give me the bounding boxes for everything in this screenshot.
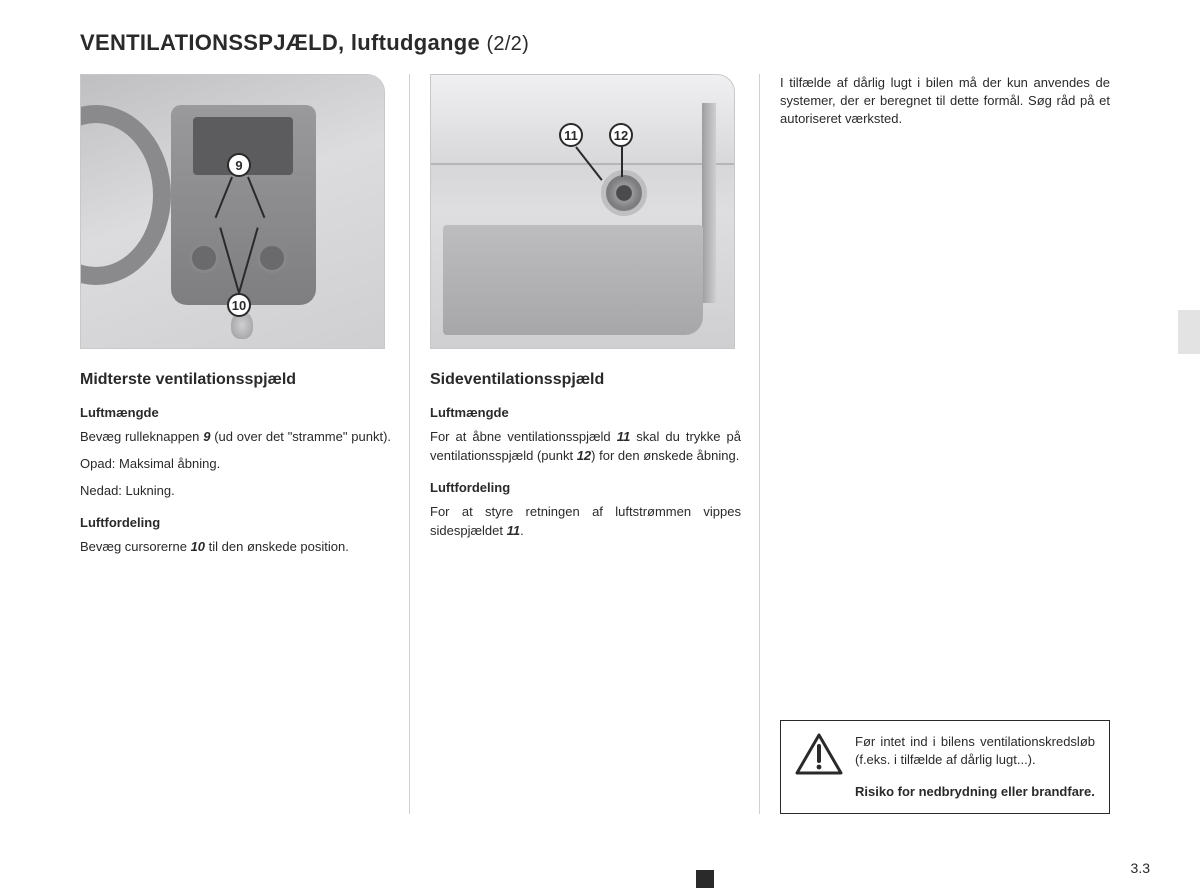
title-main: VENTILATIONSSPJÆLD, luftudgange — [80, 30, 480, 55]
side-tab — [1178, 310, 1200, 354]
door-panel-shape — [443, 225, 703, 335]
column-2: 35604 11 12 Sideventilationsspjæld Luftm… — [430, 74, 760, 814]
warning-box: Før intet ind i bilens ventilationskreds… — [780, 720, 1110, 814]
page-number: 3.3 — [1131, 860, 1150, 876]
col3-top-paragraph: I tilfælde af dårlig lugt i bilen må der… — [780, 74, 1110, 129]
callout-10: 10 — [227, 293, 251, 317]
footer-mark — [696, 870, 714, 888]
column-1: 35603 9 10 Midterste ventilations — [80, 74, 410, 814]
col1-p4: Bevæg cursorerne 10 til den ønskede posi… — [80, 538, 391, 557]
col2-heading: Sideventilationsspjæld — [430, 371, 741, 389]
col1-heading: Midterste ventilationsspjæld — [80, 371, 391, 389]
figure-center-vent: 35603 9 10 — [80, 74, 385, 349]
a-pillar-shape — [702, 103, 716, 303]
leader-line — [621, 147, 623, 177]
knob-shape — [189, 243, 219, 273]
col2-p1: For at åbne ventilationsspjæld 11 skal d… — [430, 428, 741, 466]
text-fragment: til den ønskede position. — [205, 539, 349, 554]
column-3: I tilfælde af dårlig lugt i bilen må der… — [780, 74, 1110, 814]
text-fragment: For at styre retningen af luftstrømmen v… — [430, 504, 741, 538]
col2-p2: For at styre retningen af luftstrømmen v… — [430, 503, 741, 541]
steering-wheel-shape — [80, 105, 171, 285]
warning-icon — [795, 733, 843, 775]
knob-shape — [257, 243, 287, 273]
callout-11-label: 11 — [564, 128, 578, 143]
col1-sub2: Luftfordeling — [80, 515, 391, 530]
col1-p1: Bevæg rulleknappen 9 (ud over det "stram… — [80, 428, 391, 447]
callout-9-label: 9 — [235, 158, 242, 173]
callout-10-label: 10 — [232, 298, 246, 313]
reference-12: 12 — [577, 448, 591, 463]
door-drawing — [431, 75, 734, 348]
text-fragment: Bevæg cursorerne — [80, 539, 191, 554]
title-sub: (2/2) — [486, 33, 529, 55]
warning-risk: Risiko for nedbrydning eller brandfare. — [795, 783, 1095, 801]
reference-11b: 11 — [507, 523, 521, 538]
col1-p2: Opad: Maksimal åbning. — [80, 455, 391, 474]
warning-text: Før intet ind i bilens ventilationskreds… — [855, 733, 1095, 768]
reference-11: 11 — [617, 429, 631, 444]
text-fragment: ) for den ønskede åbning. — [591, 448, 739, 463]
text-fragment: Bevæg rulleknappen — [80, 429, 203, 444]
window-shape — [431, 75, 734, 165]
callout-9: 9 — [227, 153, 251, 177]
text-fragment: . — [520, 523, 524, 538]
callout-11: 11 — [559, 123, 583, 147]
col1-p3: Nedad: Lukning. — [80, 482, 391, 501]
reference-10: 10 — [191, 539, 205, 554]
side-vent-shape — [601, 170, 647, 216]
content-columns: 35603 9 10 Midterste ventilations — [80, 74, 1150, 814]
text-fragment: (ud over det "stramme" punkt). — [210, 429, 391, 444]
page-title: VENTILATIONSSPJÆLD, luftudgange (2/2) — [80, 30, 1150, 56]
col2-sub2: Luftfordeling — [430, 480, 741, 495]
callout-12: 12 — [609, 123, 633, 147]
col1-sub1: Luftmængde — [80, 405, 391, 420]
text-fragment: For at åbne ventilationsspjæld — [430, 429, 617, 444]
figure-side-vent: 35604 11 12 — [430, 74, 735, 349]
col2-sub1: Luftmængde — [430, 405, 741, 420]
knob-row — [189, 243, 287, 273]
callout-12-label: 12 — [614, 128, 628, 143]
